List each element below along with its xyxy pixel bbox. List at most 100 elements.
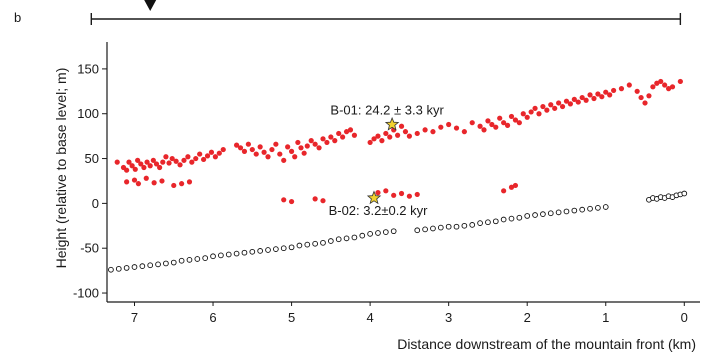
terrace-point: [131, 177, 138, 183]
profile-point: [500, 216, 507, 223]
terrace-point: [151, 180, 157, 186]
y-tick-label: 100: [77, 106, 99, 121]
terrace-point: [163, 154, 169, 160]
terrace-point: [265, 154, 271, 160]
profile-point: [186, 257, 193, 263]
terrace-point: [398, 123, 405, 129]
x-tick-label: 6: [209, 310, 216, 325]
x-axis-title: Distance downstream of the mountain fron…: [397, 336, 696, 352]
profile-point: [602, 204, 609, 210]
terrace-point: [516, 120, 522, 126]
terrace-point: [193, 155, 199, 162]
terrace-point: [395, 132, 401, 138]
terrace-point: [438, 124, 444, 130]
terrace-point: [201, 156, 207, 163]
terrace-point: [351, 132, 358, 138]
terrace-point: [304, 143, 310, 149]
terrace-point: [285, 144, 291, 150]
terrace-point: [398, 190, 405, 197]
terrace-point: [135, 157, 141, 163]
terrace-point: [220, 146, 226, 153]
profile-point: [547, 210, 554, 217]
profile-point: [367, 231, 373, 237]
terrace-point: [638, 94, 644, 101]
terrace-point: [650, 84, 656, 90]
terrace-point: [328, 134, 334, 140]
terrace-point: [138, 161, 144, 167]
terrace-point: [512, 117, 519, 123]
profile-point: [579, 206, 586, 213]
terrace-point: [144, 159, 150, 165]
terrace-point: [347, 127, 354, 133]
profile-point: [492, 218, 499, 225]
terrace-point: [669, 84, 676, 90]
profile-point: [312, 240, 318, 247]
terrace-point: [603, 89, 609, 95]
terrace-point: [197, 151, 203, 157]
terrace-point: [528, 109, 534, 115]
terrace-point: [245, 141, 251, 147]
terrace-point: [332, 138, 338, 144]
terrace-point: [241, 148, 248, 154]
y-tick-label: 150: [77, 61, 99, 76]
terrace-point: [571, 96, 577, 102]
profile-point: [445, 223, 452, 230]
terrace-point: [343, 129, 350, 135]
y-tick-label: 50: [85, 151, 99, 166]
sample-label: B-01: 24.2 ± 3.3 kyr: [330, 102, 444, 117]
terrace-point: [204, 153, 211, 159]
terrace-point: [336, 130, 342, 137]
terrace-point: [189, 159, 195, 165]
terrace-point: [646, 93, 652, 99]
profile-point: [595, 205, 601, 211]
profile-point: [115, 265, 122, 272]
terrace-point: [501, 120, 507, 126]
terrace-point: [375, 190, 381, 196]
terrace-point: [501, 188, 507, 194]
x-tick-label: 1: [602, 310, 609, 325]
profile-point: [540, 211, 546, 217]
profile-point: [516, 214, 523, 221]
terrace-point: [504, 122, 511, 128]
terrace-point: [626, 82, 632, 88]
profile-point: [163, 260, 169, 267]
profile-point: [108, 266, 114, 273]
terrace-point: [634, 88, 640, 94]
x-tick-label: 7: [131, 310, 138, 325]
terrace-point: [453, 125, 460, 131]
terrace-point: [173, 158, 179, 164]
profile-point: [178, 257, 185, 264]
terrace-point: [611, 87, 617, 94]
sample-star: [384, 116, 400, 131]
y-tick-label: -50: [80, 241, 99, 256]
terrace-point: [166, 160, 172, 166]
sample-markers: B-01: 24.2 ± 3.3 kyr B-02: 3.2±0.2 kyr: [329, 102, 445, 218]
terrace-point: [150, 157, 156, 163]
profile-point: [194, 256, 201, 262]
terrace-point: [143, 175, 149, 181]
terrace-point: [489, 121, 495, 128]
terrace-point: [298, 145, 304, 151]
profile-point: [469, 222, 476, 228]
terrace-point: [579, 94, 585, 101]
x-axis: 7 6 5 4 3 2 1 0: [131, 302, 688, 325]
profile-point: [422, 226, 428, 233]
profile-point: [304, 241, 311, 248]
terrace-point: [461, 129, 467, 135]
x-tick-label: 3: [445, 310, 452, 325]
terrace-point: [665, 86, 672, 92]
terrace-point: [587, 92, 593, 98]
terrace-point: [126, 159, 132, 165]
terrace-point: [320, 136, 326, 142]
profile-point: [359, 232, 366, 239]
terrace-point: [532, 105, 538, 111]
terrace-point: [295, 139, 301, 146]
profile-point: [351, 234, 358, 241]
terrace-point: [591, 95, 597, 102]
terrace-point: [583, 97, 589, 103]
sample-star: [366, 190, 382, 205]
terrace-point: [269, 146, 275, 153]
terrace-point: [171, 182, 177, 189]
hollow-river-profile-points: [108, 190, 688, 273]
profile-point: [327, 238, 334, 244]
